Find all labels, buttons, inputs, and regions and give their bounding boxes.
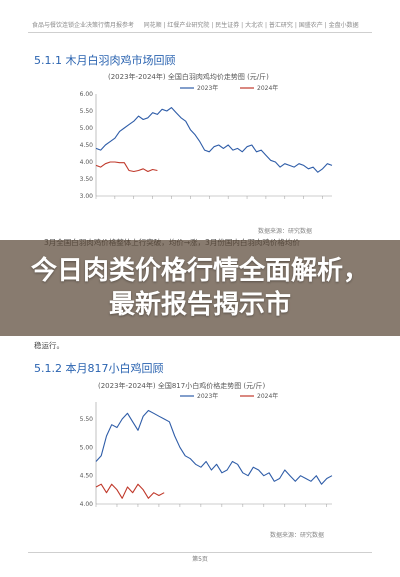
chart1-source: 数据来源：研究数据: [258, 228, 313, 235]
chart2-y-tick-label: 5.00: [80, 444, 94, 451]
page-number: 第5页: [192, 556, 208, 563]
chart2-y-tick-label: 4.50: [80, 473, 94, 480]
chart2-source: 数据来源：研究数据: [270, 532, 325, 539]
chart2-y-tick-label: 4.00: [80, 501, 94, 508]
chart1-y-tick-label: 3.50: [80, 176, 94, 183]
headline-text: 今日肉类价格行情全面解析，最新报告揭示市: [30, 256, 369, 320]
chart2-legend-label: 2024年: [257, 392, 278, 400]
chart2: 4.00 4.50 5.00 5.50 2023年 2024年: [70, 392, 340, 532]
chart1-y-tick-label: 6.00: [80, 91, 94, 98]
chart2-series-line: [95, 409, 333, 485]
chart1: 3.00 3.50 4.00 4.50 5.00 5.50 6.00 2023年 2024年: [70, 84, 340, 224]
chart2-legend-label: 2023年: [197, 392, 218, 400]
chart2-svg: 4.00 4.50 5.00 5.50 2023年 2024年: [80, 392, 333, 508]
chart1-svg: 3.00 3.50 4.00 4.50 5.00 5.50 6.00 2023年 2024年: [80, 84, 333, 200]
chart1-y-tick-label: 5.50: [80, 108, 94, 115]
footer-divider: [28, 552, 372, 553]
chart1-series-line: [95, 107, 333, 173]
section2-title: 5.1.2 本月817小白鸡回顾: [34, 362, 164, 375]
header-left: 食品与餐饮连锁企业决策行情月报参考: [32, 22, 135, 29]
page-header: 食品与餐饮连锁企业决策行情月报参考 同花顺 | 红餐产业研究院 | 民生证券 |…: [32, 20, 370, 29]
chart1-y-tick-label: 4.50: [80, 142, 94, 149]
chart1-y-tick-label: 3.00: [80, 193, 94, 200]
chart2-series-line: [95, 483, 165, 499]
paragraph-tail: 稳运行。: [34, 341, 64, 350]
header-divider: [28, 32, 372, 33]
headline-banner: 今日肉类价格行情全面解析，最新报告揭示市: [0, 240, 400, 336]
header-right: 同花顺 | 红餐产业研究院 | 民生证券 | 大北农 | 普汇研究 | 国盛农产…: [143, 22, 359, 29]
chart2-y-tick-label: 5.50: [80, 416, 94, 423]
chart1-y-tick-label: 4.00: [80, 159, 94, 166]
chart1-legend-label: 2023年: [197, 84, 218, 92]
chart2-title: (2023年-2024年) 全国817小白鸡价格走势图 (元/斤): [98, 382, 266, 390]
chart1-series-line: [95, 161, 158, 173]
chart1-title: (2023年-2024年) 全国白羽肉鸡均价走势图 (元/斤): [108, 73, 269, 81]
chart1-legend-label: 2024年: [257, 84, 278, 92]
section1-title: 5.1.1 木月白羽肉鸡市场回顾: [34, 54, 176, 67]
chart1-y-tick-label: 5.00: [80, 125, 94, 132]
